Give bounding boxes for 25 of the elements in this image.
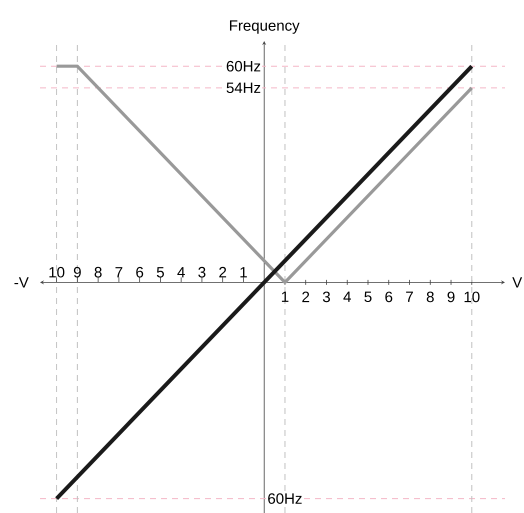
x2-tick-label: 7 (115, 267, 122, 278)
x2-tick-label: 1 (240, 267, 247, 278)
x-tick-label: 1 (282, 292, 288, 302)
x2-tick-label: 6 (136, 266, 144, 278)
x2-tick-label: 2 (219, 266, 226, 278)
text: -V (14, 277, 29, 288)
x-tick-label: 7 (406, 292, 413, 302)
x-tick-label: 3 (322, 292, 330, 302)
x-tick-label: 2 (302, 292, 310, 302)
x2-tick-label: 4 (177, 267, 185, 278)
x2-tick-label: 10 (49, 266, 64, 278)
x2-tick-label: 9 (74, 266, 81, 278)
y-tick-label: 54Hz (226, 82, 260, 94)
x-tick-label: 10 (464, 292, 480, 302)
x-tick-label: 4 (343, 292, 351, 302)
x2-tick-label: 3 (198, 266, 206, 278)
x-tick-label: 8 (426, 292, 434, 302)
x-axis-title: V (512, 277, 522, 288)
x-tick-label: 5 (364, 292, 372, 302)
x2-tick-label: 8 (94, 266, 102, 278)
annotation: 60Hz (268, 493, 302, 504)
x2-tick-label: 5 (156, 267, 164, 278)
x-tick-label: 6 (385, 292, 392, 302)
x-tick-label: 9 (448, 292, 454, 302)
y-axis-title: Frequency (230, 20, 300, 34)
